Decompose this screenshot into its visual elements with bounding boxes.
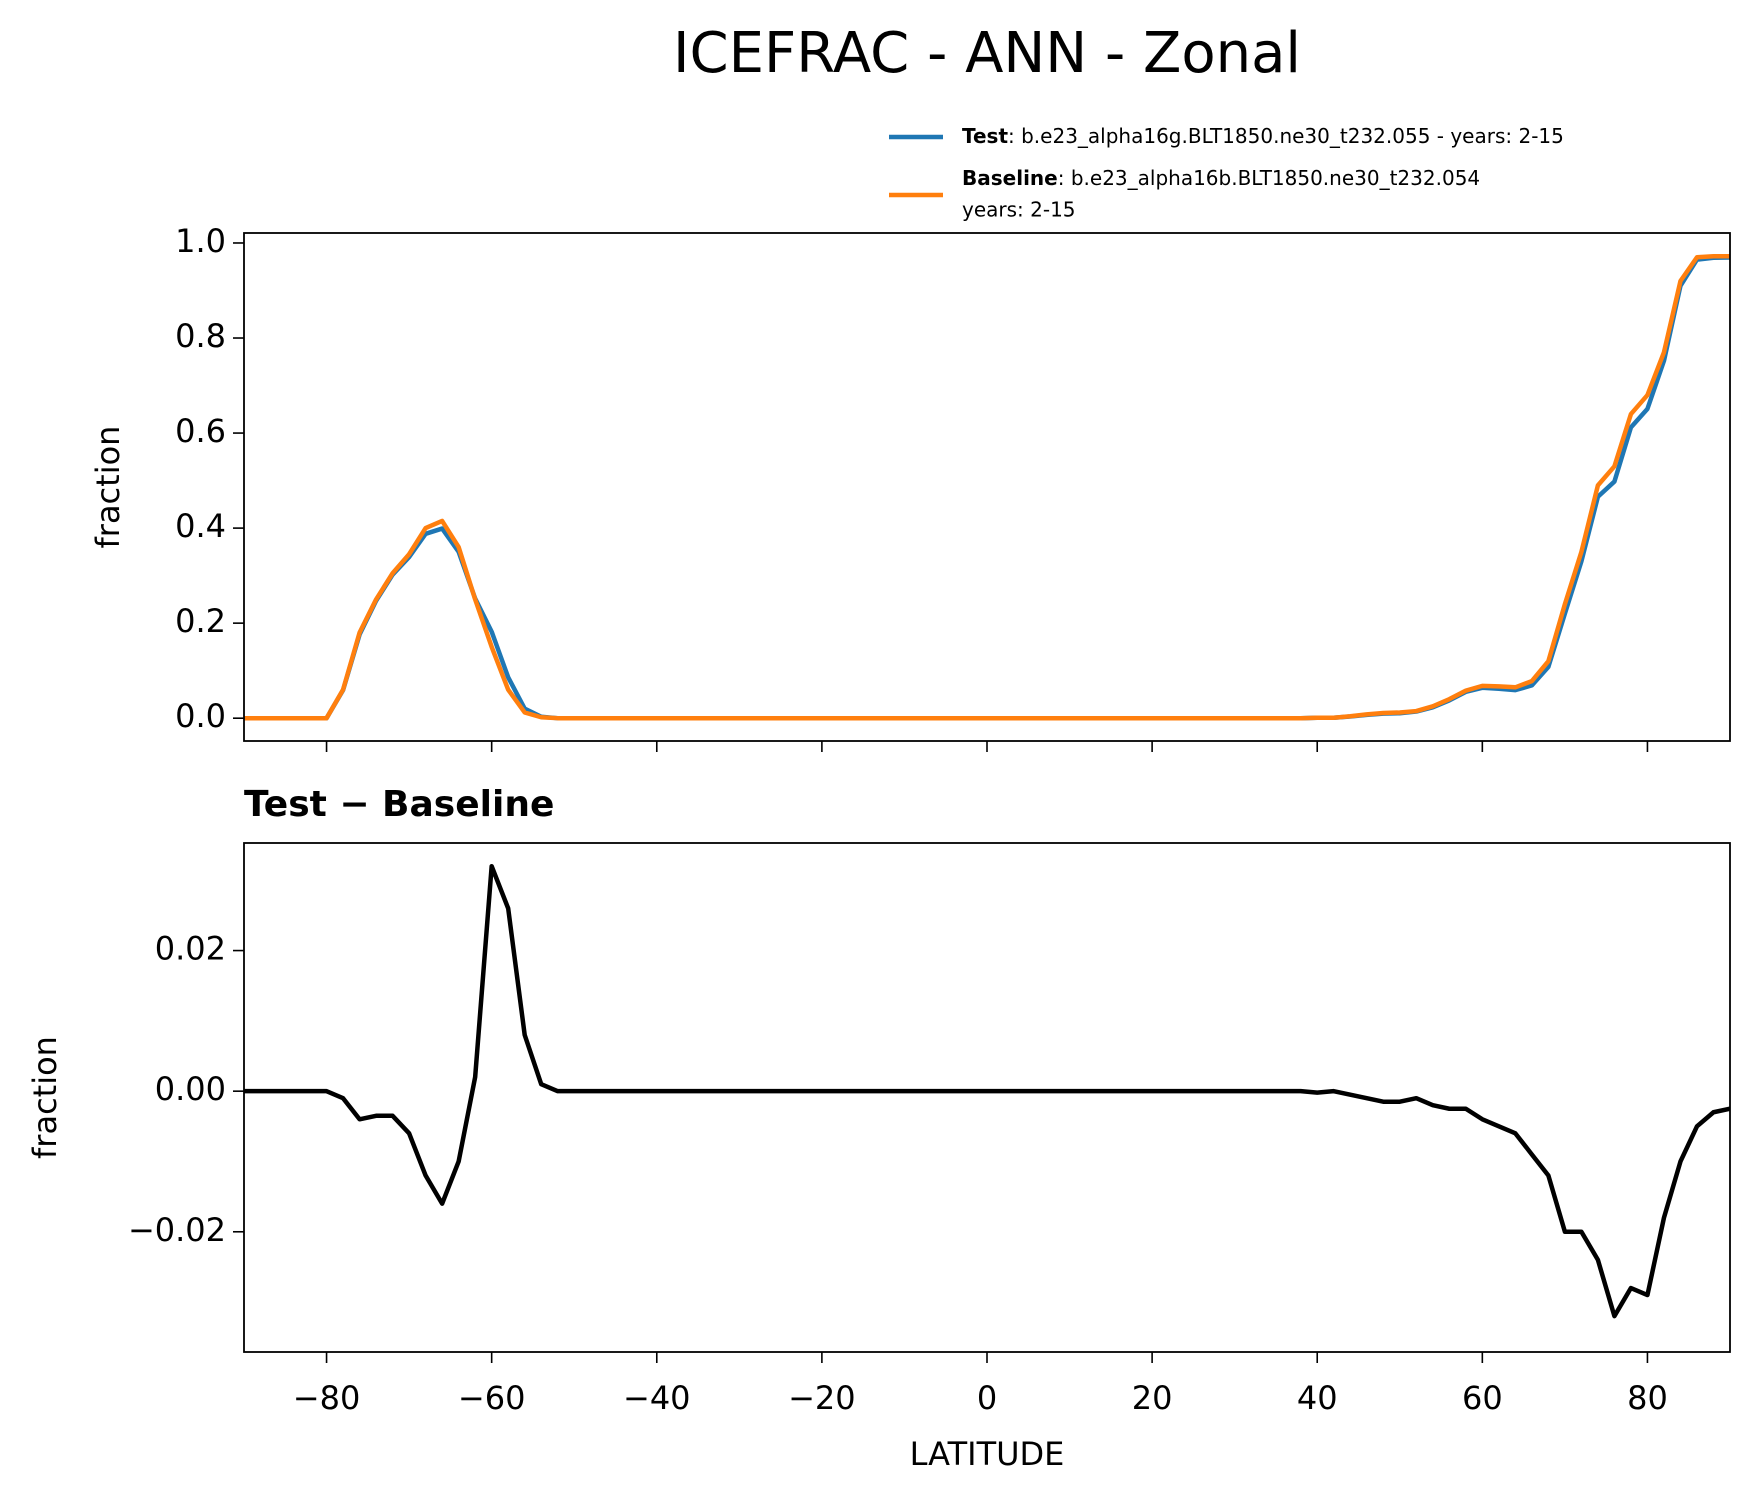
- y-tick-label: 0.02: [155, 930, 226, 968]
- axes-frame: [243, 842, 1731, 1353]
- legend-description: years: 2-15: [962, 198, 1076, 222]
- legend-label: Baseline: b.e23_alpha16b.BLT1850.ne30_t2…: [962, 166, 1480, 190]
- axes-frame: [243, 232, 1731, 742]
- x-tick-label: 60: [1462, 1379, 1503, 1417]
- y-tick-label: 0.4: [175, 507, 226, 545]
- x-tick-label: 0: [977, 1379, 997, 1417]
- x-tick-label: −80: [293, 1379, 361, 1417]
- x-tick-label: 40: [1297, 1379, 1338, 1417]
- x-tick-label: 20: [1132, 1379, 1173, 1417]
- legend-label: Test: b.e23_alpha16g.BLT1850.ne30_t232.0…: [962, 124, 1564, 148]
- y-tick-label: 0.00: [155, 1070, 226, 1108]
- legend-description: : b.e23_alpha16g.BLT1850.ne30_t232.055 -…: [1008, 124, 1564, 148]
- x-axis-label: LATITUDE: [910, 1435, 1065, 1473]
- y-tick-label: 0.6: [175, 412, 226, 450]
- y-tick-label: −0.02: [128, 1211, 226, 1249]
- y-tick-label: 0.0: [175, 697, 226, 735]
- y-axis-label: fraction: [89, 426, 127, 549]
- series-line: [244, 255, 1730, 721]
- y-tick-label: 0.8: [175, 317, 226, 355]
- y-axis-label: fraction: [26, 1036, 64, 1159]
- x-tick-label: 80: [1627, 1379, 1668, 1417]
- chart-title: ICEFRAC - ANN - Zonal: [673, 21, 1301, 86]
- x-tick-label: −20: [788, 1379, 856, 1417]
- y-tick-label: 1.0: [175, 222, 226, 260]
- legend-description: : b.e23_alpha16b.BLT1850.ne30_t232.054: [1058, 166, 1480, 190]
- subplot-title: Test − Baseline: [244, 784, 554, 825]
- series-line: [244, 863, 1730, 1319]
- series-line: [244, 254, 1730, 721]
- legend-name: Test: [962, 124, 1008, 148]
- x-tick-label: −60: [458, 1379, 526, 1417]
- y-tick-label: 0.2: [175, 602, 226, 640]
- x-tick-label: −40: [623, 1379, 691, 1417]
- legend-name: Baseline: [962, 166, 1058, 190]
